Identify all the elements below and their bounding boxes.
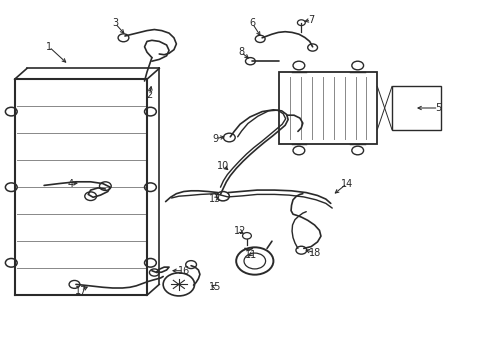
- Bar: [279, 72, 377, 144]
- Text: 11: 11: [245, 249, 257, 260]
- Text: 7: 7: [308, 15, 314, 25]
- Text: 14: 14: [341, 179, 353, 189]
- Text: 8: 8: [238, 47, 244, 57]
- Text: 10: 10: [217, 161, 229, 171]
- Text: 1: 1: [46, 42, 52, 52]
- Text: 9: 9: [213, 134, 219, 144]
- Text: 3: 3: [112, 18, 118, 28]
- Text: 17: 17: [74, 285, 87, 296]
- Text: 16: 16: [177, 266, 190, 276]
- Text: 15: 15: [209, 282, 222, 292]
- Text: 12: 12: [234, 226, 246, 236]
- Text: 5: 5: [436, 103, 441, 113]
- Text: 4: 4: [68, 179, 74, 189]
- Text: 18: 18: [309, 248, 321, 258]
- Bar: [392, 86, 441, 130]
- Text: 2: 2: [147, 90, 152, 100]
- Text: 13: 13: [209, 194, 221, 204]
- Text: 6: 6: [249, 18, 255, 28]
